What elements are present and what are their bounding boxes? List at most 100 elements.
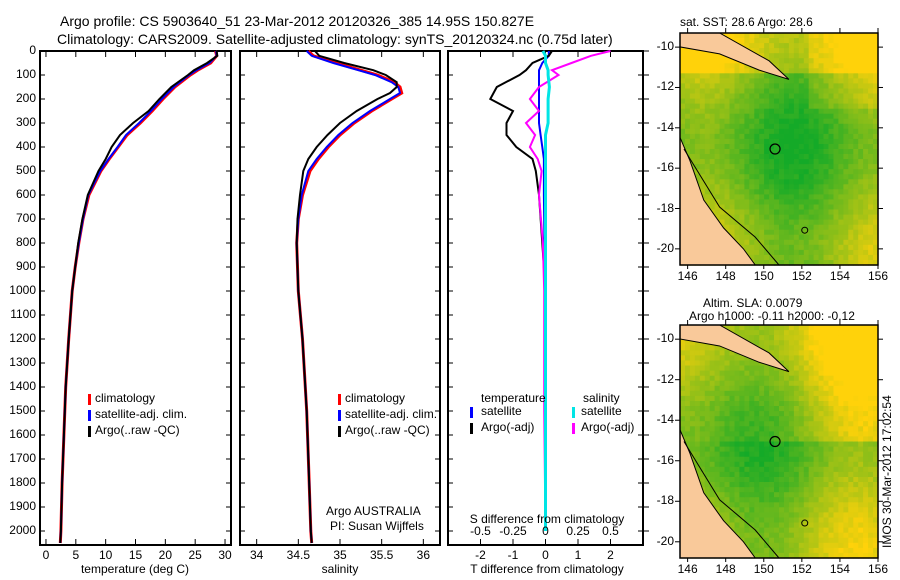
map-cell bbox=[853, 330, 859, 336]
map-cell bbox=[788, 179, 795, 185]
map-cell bbox=[873, 461, 879, 468]
map-cell bbox=[719, 138, 726, 145]
map-cell bbox=[863, 345, 869, 351]
map-cell bbox=[714, 88, 721, 95]
map-cell bbox=[724, 209, 731, 216]
map-cell bbox=[749, 98, 755, 105]
map-cell bbox=[843, 507, 849, 513]
map-cell bbox=[784, 199, 790, 206]
map-cell bbox=[808, 421, 815, 427]
map-cell bbox=[858, 492, 864, 498]
map-cell bbox=[709, 184, 716, 190]
map-cell bbox=[838, 133, 844, 140]
map-cell bbox=[863, 194, 869, 201]
map-cell bbox=[808, 390, 815, 397]
map-cell bbox=[764, 204, 770, 211]
map-cell bbox=[744, 149, 750, 155]
map-cell bbox=[744, 527, 750, 534]
map-cell bbox=[848, 123, 854, 130]
map-cell bbox=[749, 184, 755, 190]
map-cell bbox=[848, 446, 854, 453]
map-cell bbox=[823, 234, 830, 241]
map-cell bbox=[709, 471, 716, 478]
map-cell bbox=[749, 73, 755, 79]
map-cell bbox=[823, 385, 830, 392]
map-cell bbox=[714, 436, 721, 443]
map-cell bbox=[680, 78, 686, 85]
map-cell bbox=[823, 471, 830, 478]
map-cell bbox=[729, 179, 736, 185]
map-cell bbox=[680, 138, 686, 145]
map-cell bbox=[719, 179, 726, 185]
map-cell bbox=[823, 113, 830, 120]
map-cell bbox=[729, 63, 736, 69]
map-cell bbox=[818, 194, 825, 201]
map-cell bbox=[769, 365, 775, 372]
map-cell bbox=[704, 78, 711, 85]
map-cell bbox=[734, 325, 741, 331]
map-cell bbox=[838, 345, 844, 351]
map-cell bbox=[813, 360, 820, 367]
map-cell bbox=[853, 406, 859, 412]
map-cell bbox=[779, 416, 785, 422]
map-cell bbox=[739, 370, 745, 377]
map-cell bbox=[734, 416, 741, 422]
lon-tick-label: 146 bbox=[677, 562, 698, 576]
map-cell bbox=[848, 492, 854, 498]
map-cell bbox=[838, 244, 844, 251]
map-cell bbox=[714, 380, 721, 387]
map-cell bbox=[873, 224, 879, 231]
map-cell bbox=[813, 169, 820, 175]
map-cell bbox=[754, 154, 760, 160]
map-cell bbox=[779, 68, 785, 74]
map-cell bbox=[784, 375, 790, 382]
map-cell bbox=[739, 144, 745, 150]
map-cell bbox=[719, 426, 726, 432]
map-cell bbox=[833, 446, 840, 453]
map-cell bbox=[788, 380, 795, 387]
map-cell bbox=[680, 103, 686, 110]
map-cell bbox=[704, 174, 711, 180]
map-cell bbox=[784, 53, 790, 59]
map-cell bbox=[853, 482, 859, 488]
map-cell bbox=[828, 68, 835, 74]
map-cell bbox=[734, 456, 741, 463]
map-cell bbox=[808, 38, 815, 44]
map-cell bbox=[833, 401, 840, 407]
map-cell bbox=[863, 360, 869, 367]
map-cell bbox=[838, 401, 844, 407]
map-cell bbox=[729, 492, 736, 498]
map-cell bbox=[779, 487, 785, 493]
lon-tick-label: 154 bbox=[829, 269, 850, 283]
map-cell bbox=[719, 431, 726, 438]
map-cell bbox=[853, 537, 859, 544]
map-cell bbox=[858, 88, 864, 95]
map-cell bbox=[838, 360, 844, 367]
map-cell bbox=[724, 98, 731, 105]
map-cell bbox=[704, 355, 711, 362]
map-cell bbox=[838, 375, 844, 382]
map-cell bbox=[843, 53, 849, 59]
map-cell bbox=[803, 194, 810, 201]
map-cell bbox=[848, 43, 854, 49]
map-cell bbox=[744, 239, 750, 246]
map-cell bbox=[803, 48, 810, 54]
map-cell bbox=[868, 325, 874, 331]
panel-3-xlabel: T difference from climatology bbox=[470, 562, 624, 576]
map-cell bbox=[774, 512, 780, 519]
map-cell bbox=[838, 239, 844, 246]
map-cell bbox=[818, 436, 825, 443]
map-cell bbox=[793, 441, 800, 448]
map-cell bbox=[774, 33, 780, 39]
map-cell bbox=[788, 395, 795, 402]
map-cell bbox=[838, 164, 844, 170]
map-cell bbox=[749, 547, 755, 554]
map-cell bbox=[863, 88, 869, 95]
map-cell bbox=[764, 133, 770, 140]
map-cell bbox=[779, 224, 785, 231]
map-cell bbox=[838, 260, 844, 266]
map-cell bbox=[808, 174, 815, 180]
map-cell bbox=[764, 73, 770, 79]
map-cell bbox=[823, 219, 830, 226]
map-cell bbox=[838, 406, 844, 412]
